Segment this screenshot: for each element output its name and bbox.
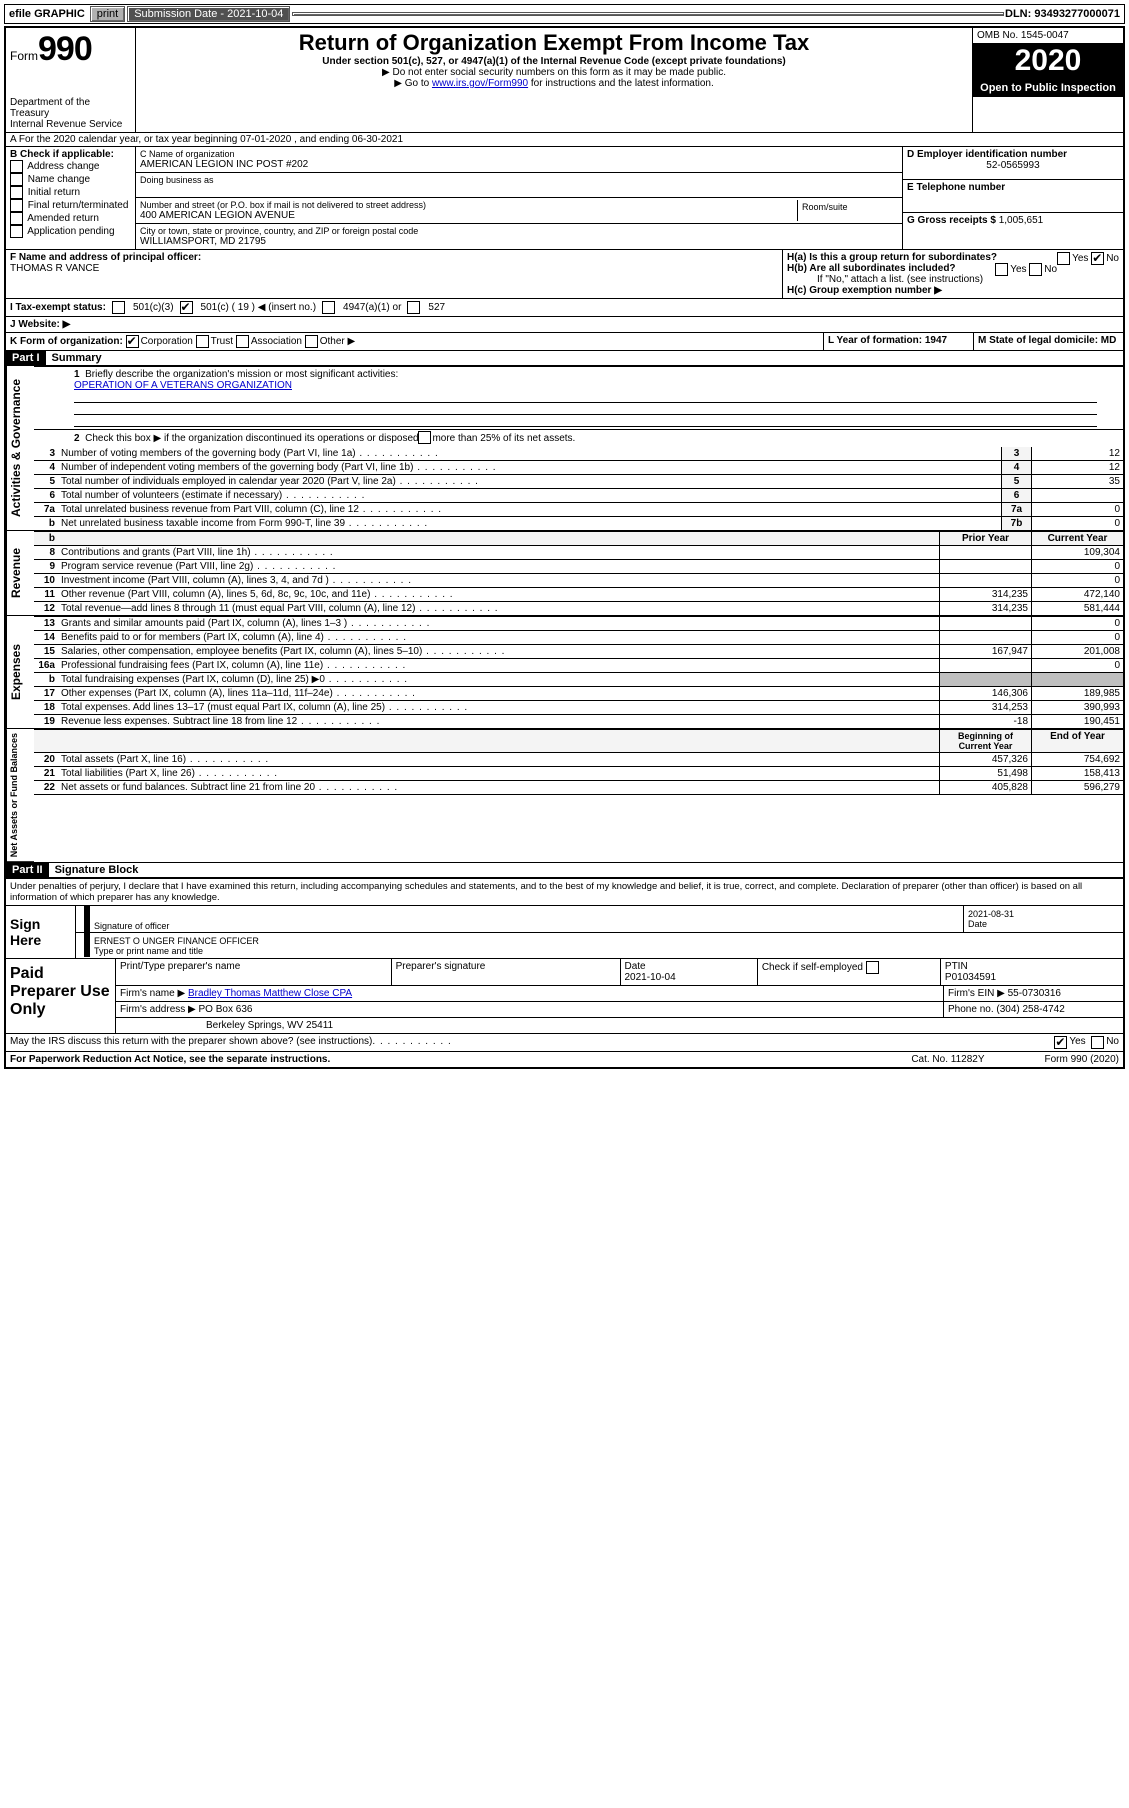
omb-number: OMB No. 1545-0047 xyxy=(973,28,1123,44)
checkbox-item[interactable]: Address change xyxy=(10,160,131,173)
row-f-officer: F Name and address of principal officer:… xyxy=(6,250,783,298)
footer-row: For Paperwork Reduction Act Notice, see … xyxy=(6,1051,1123,1067)
summary-line: 14Benefits paid to or for members (Part … xyxy=(34,631,1123,645)
form-container: Form990 Department of the Treasury Inter… xyxy=(4,26,1125,1069)
vlabel-net: Net Assets or Fund Balances xyxy=(6,729,34,862)
vlabel-revenue: Revenue xyxy=(6,531,34,616)
summary-line: 19Revenue less expenses. Subtract line 1… xyxy=(34,715,1123,729)
summary-line: 17Other expenses (Part IX, column (A), l… xyxy=(34,687,1123,701)
mission-link[interactable]: OPERATION OF A VETERANS ORGANIZATION xyxy=(74,380,292,391)
firm-name-link[interactable]: Bradley Thomas Matthew Close CPA xyxy=(188,988,352,999)
sign-here-block: Sign Here Signature of officer 2021-08-3… xyxy=(6,905,1123,958)
summary-line: 20Total assets (Part X, line 16)457,3267… xyxy=(34,753,1123,767)
row-klm: K Form of organization: Corporation Trus… xyxy=(6,333,1123,351)
subtitle-3: Go to www.irs.gov/Form990 for instructio… xyxy=(142,78,966,89)
row-i-tax-status: I Tax-exempt status: 501(c)(3) 501(c) ( … xyxy=(6,299,1123,317)
summary-line: 21Total liabilities (Part X, line 26)51,… xyxy=(34,767,1123,781)
summary-line: 18Total expenses. Add lines 13–17 (must … xyxy=(34,701,1123,715)
open-to-public: Open to Public Inspection xyxy=(973,79,1123,97)
summary-line: 13Grants and similar amounts paid (Part … xyxy=(34,617,1123,631)
checkbox-item[interactable]: Amended return xyxy=(10,212,131,225)
paid-preparer-block: Paid Preparer Use Only Print/Type prepar… xyxy=(6,958,1123,1033)
summary-line: 10Investment income (Part VIII, column (… xyxy=(34,574,1123,588)
efile-label: efile GRAPHIC xyxy=(5,7,89,21)
form-title: Return of Organization Exempt From Incom… xyxy=(142,30,966,56)
part-i-header: Part I Summary xyxy=(6,351,1123,366)
row-h-group: H(a) Is this a group return for subordin… xyxy=(783,250,1123,298)
subtitle-1: Under section 501(c), 527, or 4947(a)(1)… xyxy=(142,56,966,67)
penalties-text: Under penalties of perjury, I declare th… xyxy=(6,878,1123,905)
org-address: 400 AMERICAN LEGION AVENUE xyxy=(140,210,797,221)
summary-line: 7aTotal unrelated business revenue from … xyxy=(34,503,1123,517)
irs-link[interactable]: www.irs.gov/Form990 xyxy=(432,78,528,89)
col-d-ein: D Employer identification number 52-0565… xyxy=(903,147,1123,249)
checkbox-item[interactable]: Initial return xyxy=(10,186,131,199)
checkbox-item[interactable]: Name change xyxy=(10,173,131,186)
summary-line: 22Net assets or fund balances. Subtract … xyxy=(34,781,1123,795)
summary-line: 12Total revenue—add lines 8 through 11 (… xyxy=(34,602,1123,616)
checkbox-item[interactable]: Application pending xyxy=(10,225,131,238)
summary-line: 15Salaries, other compensation, employee… xyxy=(34,645,1123,659)
submission-date-button[interactable]: Submission Date - 2021-10-04 xyxy=(127,6,290,22)
form-number: Form990 xyxy=(10,30,131,69)
checkbox-item[interactable]: Final return/terminated xyxy=(10,199,131,212)
summary-line: 8Contributions and grants (Part VIII, li… xyxy=(34,546,1123,560)
org-city: WILLIAMSPORT, MD 21795 xyxy=(140,236,898,247)
part-ii-header: Part II Signature Block xyxy=(6,862,1123,878)
top-bar: efile GRAPHIC print Submission Date - 20… xyxy=(4,4,1125,24)
org-name: AMERICAN LEGION INC POST #202 xyxy=(140,159,898,170)
summary-line: 11Other revenue (Part VIII, column (A), … xyxy=(34,588,1123,602)
ein-value: 52-0565993 xyxy=(907,160,1119,171)
print-button[interactable]: print xyxy=(90,6,125,22)
tax-year: 2020 xyxy=(973,44,1123,79)
summary-line: 9Program service revenue (Part VIII, lin… xyxy=(34,560,1123,574)
dln-label: DLN: 93493277000071 xyxy=(1005,8,1124,20)
col-c-org-info: C Name of organization AMERICAN LEGION I… xyxy=(136,147,903,249)
dept-label: Department of the Treasury Internal Reve… xyxy=(10,97,131,130)
subtitle-2: Do not enter social security numbers on … xyxy=(142,67,966,78)
spacer-button xyxy=(292,12,1004,16)
vlabel-expenses: Expenses xyxy=(6,616,34,729)
summary-line: 4Number of independent voting members of… xyxy=(34,461,1123,475)
summary-line: 6Total number of volunteers (estimate if… xyxy=(34,489,1123,503)
irs-discuss-row: May the IRS discuss this return with the… xyxy=(6,1033,1123,1051)
vlabel-activities: Activities & Governance xyxy=(6,366,34,531)
summary-line: bNet unrelated business taxable income f… xyxy=(34,517,1123,531)
summary-line: 5Total number of individuals employed in… xyxy=(34,475,1123,489)
summary-line: 16aProfessional fundraising fees (Part I… xyxy=(34,659,1123,673)
summary-line: 3Number of voting members of the governi… xyxy=(34,447,1123,461)
row-j-website: J Website: ▶ xyxy=(6,317,1123,333)
summary-line: bTotal fundraising expenses (Part IX, co… xyxy=(34,673,1123,687)
col-b-checkboxes: B Check if applicable: Address change Na… xyxy=(6,147,136,249)
row-a-tax-year: A For the 2020 calendar year, or tax yea… xyxy=(6,133,1123,147)
gross-receipts: 1,005,651 xyxy=(999,215,1044,226)
